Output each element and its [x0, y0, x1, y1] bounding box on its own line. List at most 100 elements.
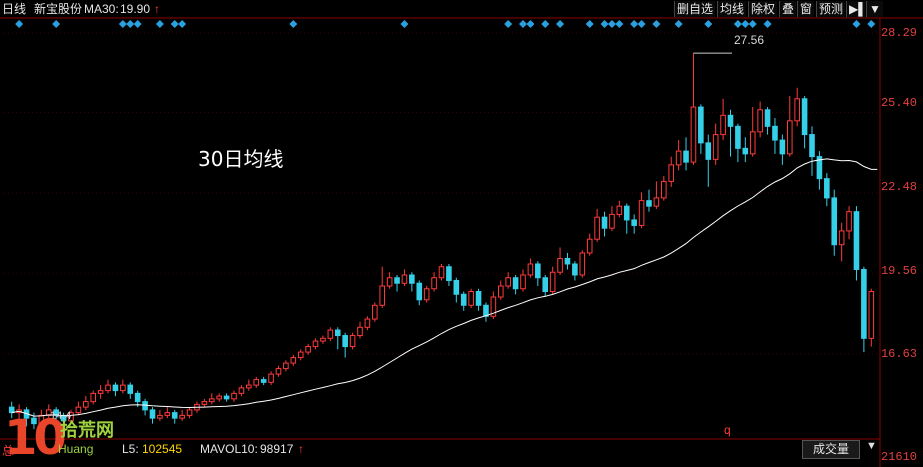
candle: [868, 288, 875, 347]
event-marker-icon: [118, 20, 127, 28]
candle: [171, 409, 178, 424]
candle-body: [653, 197, 660, 207]
candle-body: [120, 384, 126, 392]
total-label: 总: [2, 444, 15, 458]
candle-body: [549, 271, 556, 293]
candle-body: [357, 326, 363, 337]
candle: [542, 274, 549, 298]
candle-body: [460, 293, 467, 306]
candle-body: [394, 277, 400, 284]
event-marker-icon: [867, 20, 876, 28]
period-label[interactable]: 日线: [2, 2, 27, 16]
candle-body: [816, 156, 823, 180]
candle: [105, 379, 111, 394]
ma-button[interactable]: 均线: [717, 1, 747, 17]
candle: [690, 53, 697, 165]
candle: [31, 412, 37, 430]
candle-body: [557, 257, 563, 273]
candle-body: [142, 401, 148, 411]
candle: [297, 349, 304, 361]
candle-body: [838, 230, 845, 246]
candle-body: [475, 291, 482, 306]
volume-indicator-bar: 总 L5: 102545 MAVOL10: 98917 ↑: [0, 440, 880, 458]
candle-body: [579, 252, 586, 276]
candle-body: [594, 216, 600, 240]
candle: [231, 390, 237, 402]
candle-body: [735, 125, 741, 149]
candle: [564, 252, 571, 270]
mavol-up-arrow-icon: ↑: [298, 442, 304, 456]
candle: [809, 126, 815, 176]
candle: [305, 343, 311, 355]
overlay-button[interactable]: 叠: [779, 1, 797, 17]
candle-body: [779, 139, 786, 155]
candle-body: [794, 98, 800, 122]
candle: [824, 173, 830, 207]
ex-rights-button[interactable]: 除权: [748, 1, 778, 17]
event-marker-icon: [585, 20, 594, 28]
candle: [253, 376, 260, 388]
candle: [675, 140, 682, 171]
candle-body: [446, 266, 452, 281]
candle: [97, 385, 104, 399]
candle-body: [661, 180, 667, 199]
event-marker-icon: [289, 20, 298, 28]
candle: [275, 365, 282, 377]
window-button[interactable]: 窗: [797, 1, 815, 17]
candle-body: [438, 266, 445, 279]
event-marker-icon: [741, 20, 750, 28]
event-marker-icon: [400, 20, 409, 28]
candle-body: [631, 219, 637, 226]
candle-body: [201, 401, 208, 405]
candle-body: [497, 285, 504, 298]
candle: [409, 272, 415, 292]
candle: [238, 385, 245, 397]
candle-body: [372, 304, 378, 320]
volume-dropdown-icon[interactable]: ▼: [866, 440, 877, 452]
candle-body: [149, 409, 156, 419]
candle: [846, 206, 852, 240]
candle-body: [349, 335, 356, 348]
y-tick-label: 22.48: [880, 180, 917, 194]
ma30-value: 19.90: [120, 2, 151, 16]
candle: [431, 272, 437, 292]
candle-body: [312, 340, 319, 348]
candle-body: [749, 131, 756, 155]
candle: [527, 258, 534, 278]
candle-body: [401, 274, 408, 284]
candle: [401, 269, 408, 287]
y-tick-label: 25.40: [880, 96, 917, 110]
candle: [372, 302, 378, 322]
candle-body: [764, 109, 771, 127]
candle-body: [824, 178, 830, 199]
candle-body: [179, 414, 185, 419]
volume-selector-button[interactable]: 成交量: [802, 440, 860, 459]
candle: [246, 379, 252, 391]
candle: [586, 233, 593, 256]
candle-body: [601, 216, 608, 229]
candle-body: [712, 134, 719, 160]
dropdown-icon[interactable]: ▼: [866, 1, 883, 17]
candle-body: [112, 384, 119, 392]
candle-body: [542, 277, 549, 293]
forecast-button[interactable]: 预测: [816, 1, 846, 17]
candle-body: [423, 288, 430, 301]
candle-body: [68, 412, 74, 422]
candle: [861, 266, 867, 353]
candle-body: [646, 200, 652, 207]
remove-watchlist-button[interactable]: 删自选: [674, 1, 716, 17]
candle-body: [283, 362, 289, 370]
mavol5-label: L5:: [122, 442, 139, 456]
candle: [661, 175, 667, 201]
candle: [312, 338, 319, 350]
candle-body: [801, 98, 808, 136]
event-marker-icon: [652, 20, 661, 28]
candle-body: [705, 142, 712, 160]
next-arrow-icon[interactable]: ▶▌: [846, 1, 867, 17]
candle: [772, 118, 778, 154]
candle: [594, 208, 600, 242]
candle-body: [846, 211, 852, 232]
candle: [638, 192, 645, 229]
candle-body: [253, 379, 260, 386]
